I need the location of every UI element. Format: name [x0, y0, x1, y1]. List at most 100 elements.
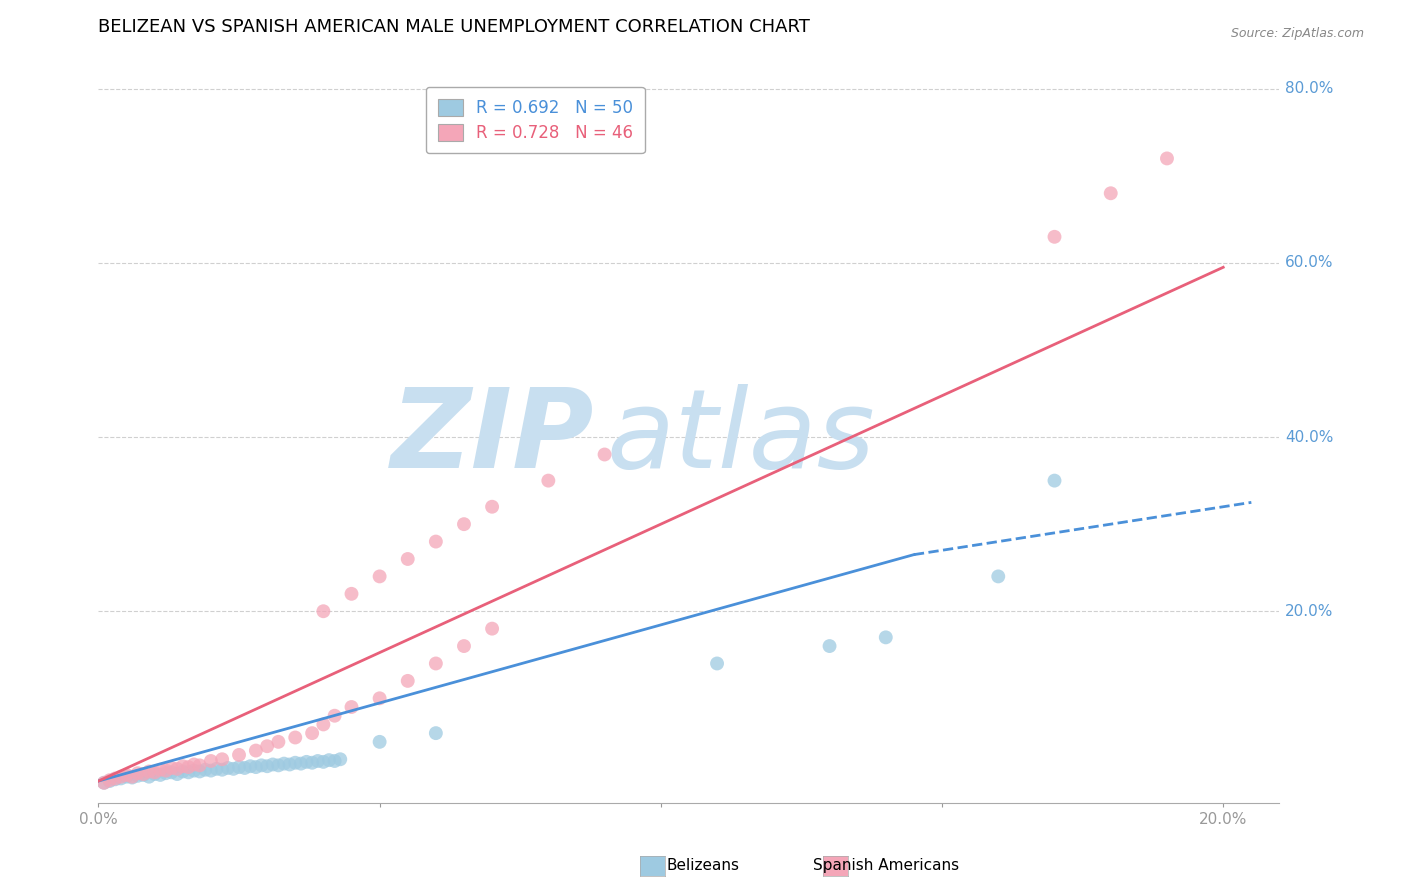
Point — [138, 764, 160, 779]
Text: BELIZEAN VS SPANISH AMERICAN MALE UNEMPLOYMENT CORRELATION CHART: BELIZEAN VS SPANISH AMERICAN MALE UNEMPL… — [98, 18, 810, 36]
Legend: R = 0.692   N = 50, R = 0.728   N = 46: R = 0.692 N = 50, R = 0.728 N = 46 — [426, 87, 645, 153]
Point — [211, 752, 233, 766]
Point — [183, 757, 205, 772]
Point — [1099, 186, 1122, 201]
Point — [160, 761, 183, 775]
Point — [143, 765, 166, 780]
Point — [987, 569, 1010, 583]
Point — [115, 768, 138, 782]
Point — [228, 760, 250, 774]
Point — [177, 765, 200, 780]
Point — [188, 758, 211, 772]
Text: Source: ZipAtlas.com: Source: ZipAtlas.com — [1230, 27, 1364, 40]
Point — [262, 757, 284, 772]
Point — [875, 631, 897, 645]
Point — [301, 726, 323, 740]
Point — [425, 726, 447, 740]
Point — [368, 569, 391, 583]
Text: 40.0%: 40.0% — [1285, 430, 1333, 444]
Point — [267, 735, 290, 749]
Point — [149, 763, 172, 777]
Point — [396, 673, 419, 688]
Point — [295, 755, 318, 769]
Text: 60.0%: 60.0% — [1285, 255, 1333, 270]
Point — [1043, 229, 1066, 244]
Point — [98, 773, 121, 788]
Point — [149, 768, 172, 782]
Point — [104, 772, 127, 787]
Point — [183, 764, 205, 778]
Text: atlas: atlas — [606, 384, 875, 491]
Point — [143, 767, 166, 781]
Point — [132, 767, 155, 781]
Point — [188, 764, 211, 779]
Point — [340, 700, 363, 714]
Point — [121, 771, 143, 785]
Point — [127, 766, 149, 780]
Point — [307, 754, 329, 768]
Text: ZIP: ZIP — [391, 384, 595, 491]
Point — [425, 534, 447, 549]
Point — [537, 474, 560, 488]
Point — [453, 639, 475, 653]
Point — [222, 762, 245, 776]
Point — [211, 763, 233, 777]
Point — [481, 622, 503, 636]
Point — [1043, 474, 1066, 488]
Point — [177, 760, 200, 774]
Point — [138, 770, 160, 784]
Point — [228, 747, 250, 762]
Point — [284, 756, 307, 770]
Point — [172, 759, 194, 773]
Point — [312, 755, 335, 769]
Point — [481, 500, 503, 514]
Point — [115, 770, 138, 784]
Point — [340, 587, 363, 601]
Point — [706, 657, 728, 671]
Point — [155, 766, 177, 780]
Text: 80.0%: 80.0% — [1285, 81, 1333, 96]
Point — [396, 552, 419, 566]
Point — [453, 517, 475, 532]
Point — [290, 756, 312, 771]
Point — [205, 762, 228, 776]
Point — [110, 772, 132, 786]
Point — [323, 708, 346, 723]
Point — [104, 772, 127, 786]
Point — [267, 758, 290, 772]
Point — [127, 769, 149, 783]
Point — [250, 758, 273, 772]
Point — [318, 753, 340, 767]
Point — [312, 604, 335, 618]
Point — [245, 743, 267, 757]
Point — [256, 759, 278, 773]
Point — [93, 776, 115, 790]
Point — [278, 757, 301, 772]
Point — [312, 717, 335, 731]
Point — [194, 763, 217, 777]
Point — [172, 764, 194, 779]
Point — [132, 768, 155, 782]
Point — [217, 761, 239, 775]
Point — [1156, 152, 1178, 166]
Point — [98, 774, 121, 789]
Text: Belizeans: Belizeans — [666, 858, 740, 872]
Point — [93, 776, 115, 790]
Point — [301, 756, 323, 770]
Point — [166, 762, 188, 776]
Point — [368, 735, 391, 749]
Point — [329, 752, 352, 766]
Point — [239, 759, 262, 773]
Point — [160, 765, 183, 780]
Point — [593, 448, 616, 462]
Point — [155, 764, 177, 778]
Point — [121, 770, 143, 784]
Text: 20.0%: 20.0% — [1285, 604, 1333, 619]
Point — [166, 767, 188, 781]
Point — [200, 754, 222, 768]
Point — [818, 639, 841, 653]
Point — [233, 761, 256, 775]
Point — [110, 770, 132, 784]
Point — [323, 754, 346, 768]
Text: Spanish Americans: Spanish Americans — [813, 858, 959, 872]
